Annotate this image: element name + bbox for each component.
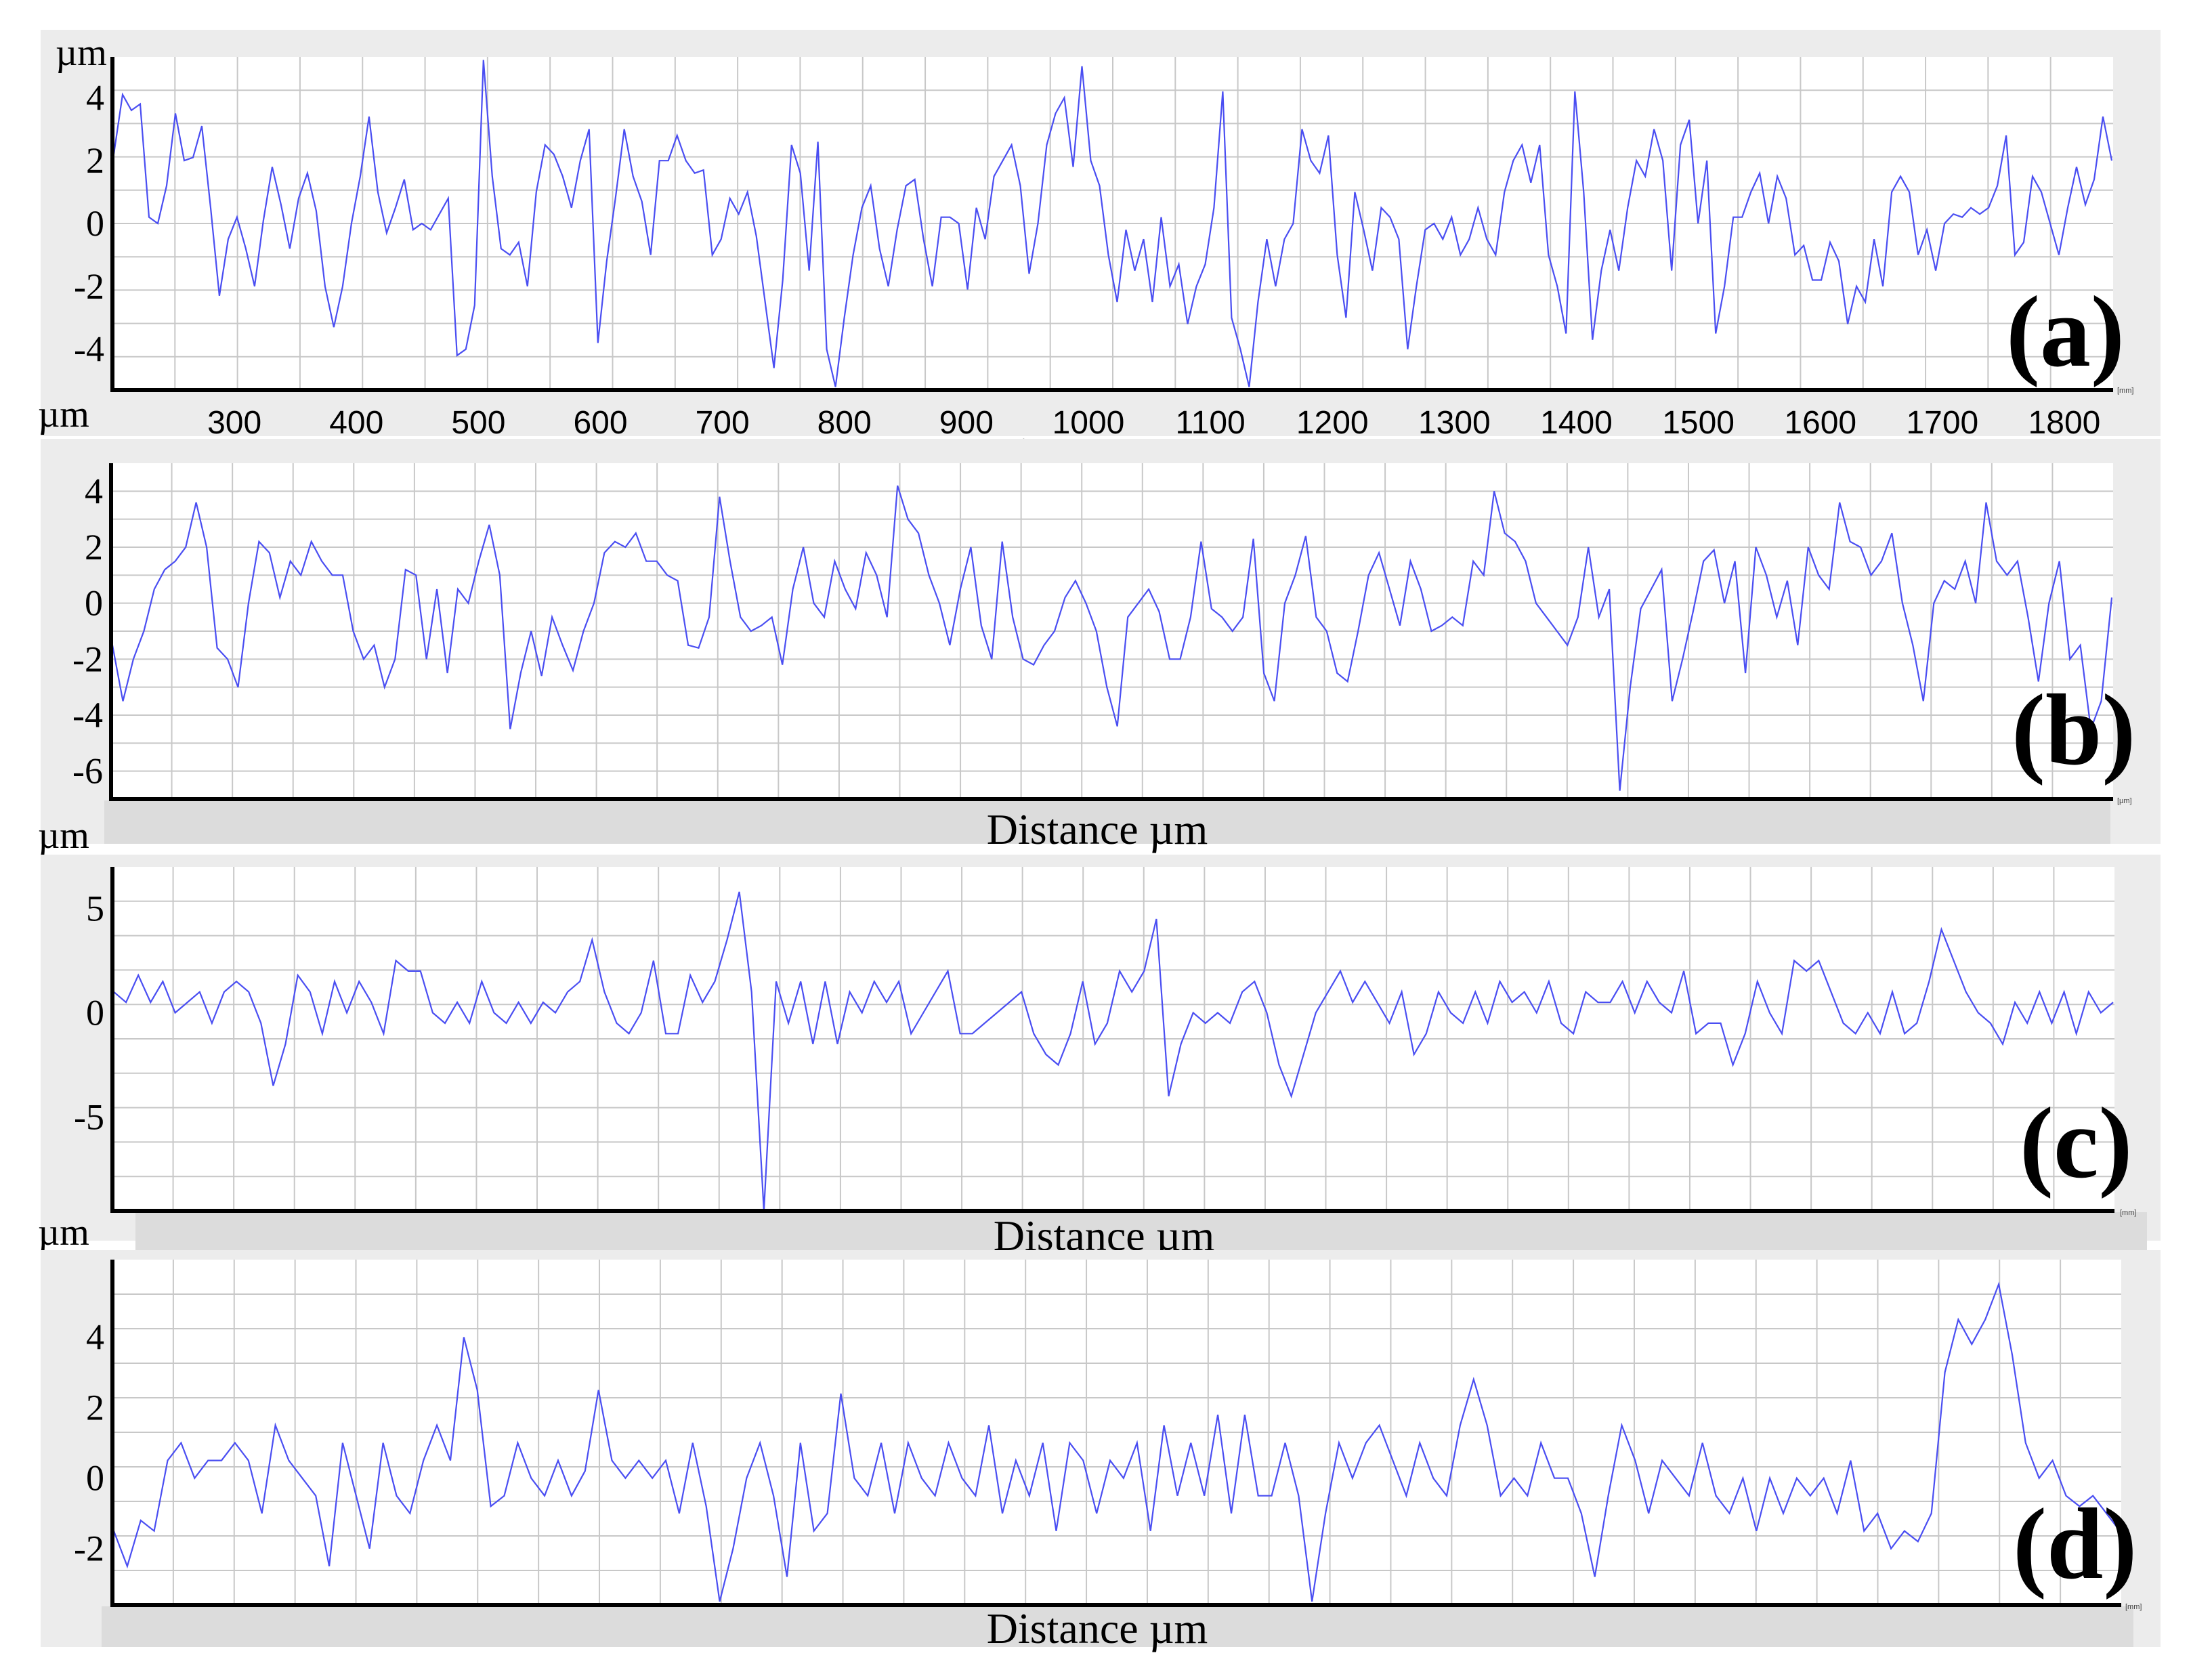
panel-d-y-tick-label: 2 <box>86 1388 104 1428</box>
panel-d-xlabel-bar <box>102 1606 2133 1647</box>
panel-a-y-tick-label: 2 <box>86 140 104 181</box>
panel-a-unit-label: µm <box>56 32 107 74</box>
panel-d-grid <box>112 1260 2121 1605</box>
panel-a-y-tick-label: 4 <box>86 77 104 118</box>
panel-c: µm 50-5 [mm] (c) Distance µm <box>38 815 2161 1260</box>
panel-d-y-ticks: 4 2 0 -2 <box>74 1316 104 1568</box>
panel-a-series-line <box>112 60 2113 387</box>
panel-a-x-tick-label: 600 <box>573 405 627 441</box>
panel-b-unit-label: µm <box>38 393 89 435</box>
panel-b-xlabel-bar <box>104 800 2110 844</box>
panel-d-y-tick-label: 0 <box>86 1458 104 1499</box>
panel-a-x-tick-label: 1200 <box>1296 405 1369 441</box>
panel-a-y-tick-label: -4 <box>74 329 104 370</box>
panel-a-x-tick-label: 1500 <box>1662 405 1735 441</box>
panel-d-panel-tag: (d) <box>2013 1488 2137 1600</box>
panel-d-unit-label: µm <box>38 1212 89 1254</box>
panel-a-x-ticks: 300 400 500 600 700 800 900 1000 1100 1200 1300 140… <box>207 405 2100 441</box>
panel-a-x-tick-label: 1800 <box>2028 405 2101 441</box>
panel-b-panel-tag: (b) <box>2012 674 2135 786</box>
panel-b-y-tick-label: -6 <box>72 751 103 792</box>
panel-c-series-line <box>113 891 2114 1212</box>
panel-b-y-tick-label: 0 <box>85 583 103 624</box>
panel-a-x-tick-label: 500 <box>451 405 505 441</box>
panel-a-y-tick-label: -2 <box>74 266 104 307</box>
panel-a-y-tick-label: 0 <box>86 203 104 244</box>
panel-a-x-tick-label: 1700 <box>1906 405 1978 441</box>
panel-b-grid <box>111 463 2113 799</box>
panel-a-x-tick-label: 1100 <box>1175 405 1245 441</box>
panel-a-x-tick-label: 1400 <box>1540 405 1613 441</box>
panel-a-y-ticks: 4 2 0 -2 -4 <box>74 77 104 369</box>
panel-d-y-tick-label: -2 <box>74 1528 104 1569</box>
panel-a-x-tick-label: 700 <box>696 405 750 441</box>
panel-b-y-tick-label: -4 <box>72 695 103 735</box>
panel-a-x-unit-small: [mm] <box>2117 387 2133 395</box>
panel-a-x-tick-label: 1000 <box>1052 405 1125 441</box>
panel-c-y-tick-label: 5 <box>86 888 104 929</box>
panel-a-x-tick-label: 900 <box>939 405 994 441</box>
panel-c-xlabel-bar <box>135 1212 2147 1254</box>
panel-b-y-tick-label: 2 <box>85 527 103 568</box>
panel-c-y-ticks: 5 0 -5 <box>74 888 104 1138</box>
panel-d-xlabel: Distance µm <box>987 1604 1208 1652</box>
panel-a-x-tick-label: 400 <box>329 405 383 441</box>
panel-b: 4 2 0 -2 -4 -6 [µm] (b) Distance µm <box>41 439 2161 853</box>
panel-a-x-tick-label: 1600 <box>1784 405 1856 441</box>
panel-c-panel-tag: (c) <box>2020 1087 2132 1199</box>
panel-a-x-tick-label: 300 <box>207 405 261 441</box>
panel-c-unit-label: µm <box>38 815 89 857</box>
panel-c-y-tick-label: 0 <box>86 993 104 1033</box>
panel-c-grid <box>112 867 2114 1211</box>
panel-c-y-tick-label: -5 <box>74 1096 104 1137</box>
panel-b-series-line <box>111 485 2113 791</box>
panel-b-x-unit-small: [µm] <box>2117 797 2132 805</box>
panel-c-x-unit-small: [mm] <box>2120 1209 2136 1217</box>
panel-d-series-line <box>112 1281 2121 1602</box>
panel-d-x-unit-small: [mm] <box>2125 1603 2142 1611</box>
panel-b-y-tick-label: 4 <box>85 471 103 511</box>
panel-b-y-ticks: 4 2 0 -2 -4 -6 <box>72 471 103 791</box>
panel-a-x-tick-label: 1300 <box>1418 405 1491 441</box>
panel-a: 4 2 0 -2 -4 300 400 500 600 700 800 900 1000 1100 120… <box>41 30 2161 477</box>
panel-b-xlabel: Distance µm <box>987 805 1208 853</box>
panel-a-x-tick-label: 800 <box>817 405 872 441</box>
panel-b-y-tick-label: -2 <box>72 639 103 679</box>
panel-d: µm 4 2 0 -2 [mm] (d) Distance µm <box>38 1212 2161 1652</box>
panel-d-y-tick-label: 4 <box>86 1316 104 1357</box>
panel-a-panel-tag: (a) <box>2006 276 2125 388</box>
